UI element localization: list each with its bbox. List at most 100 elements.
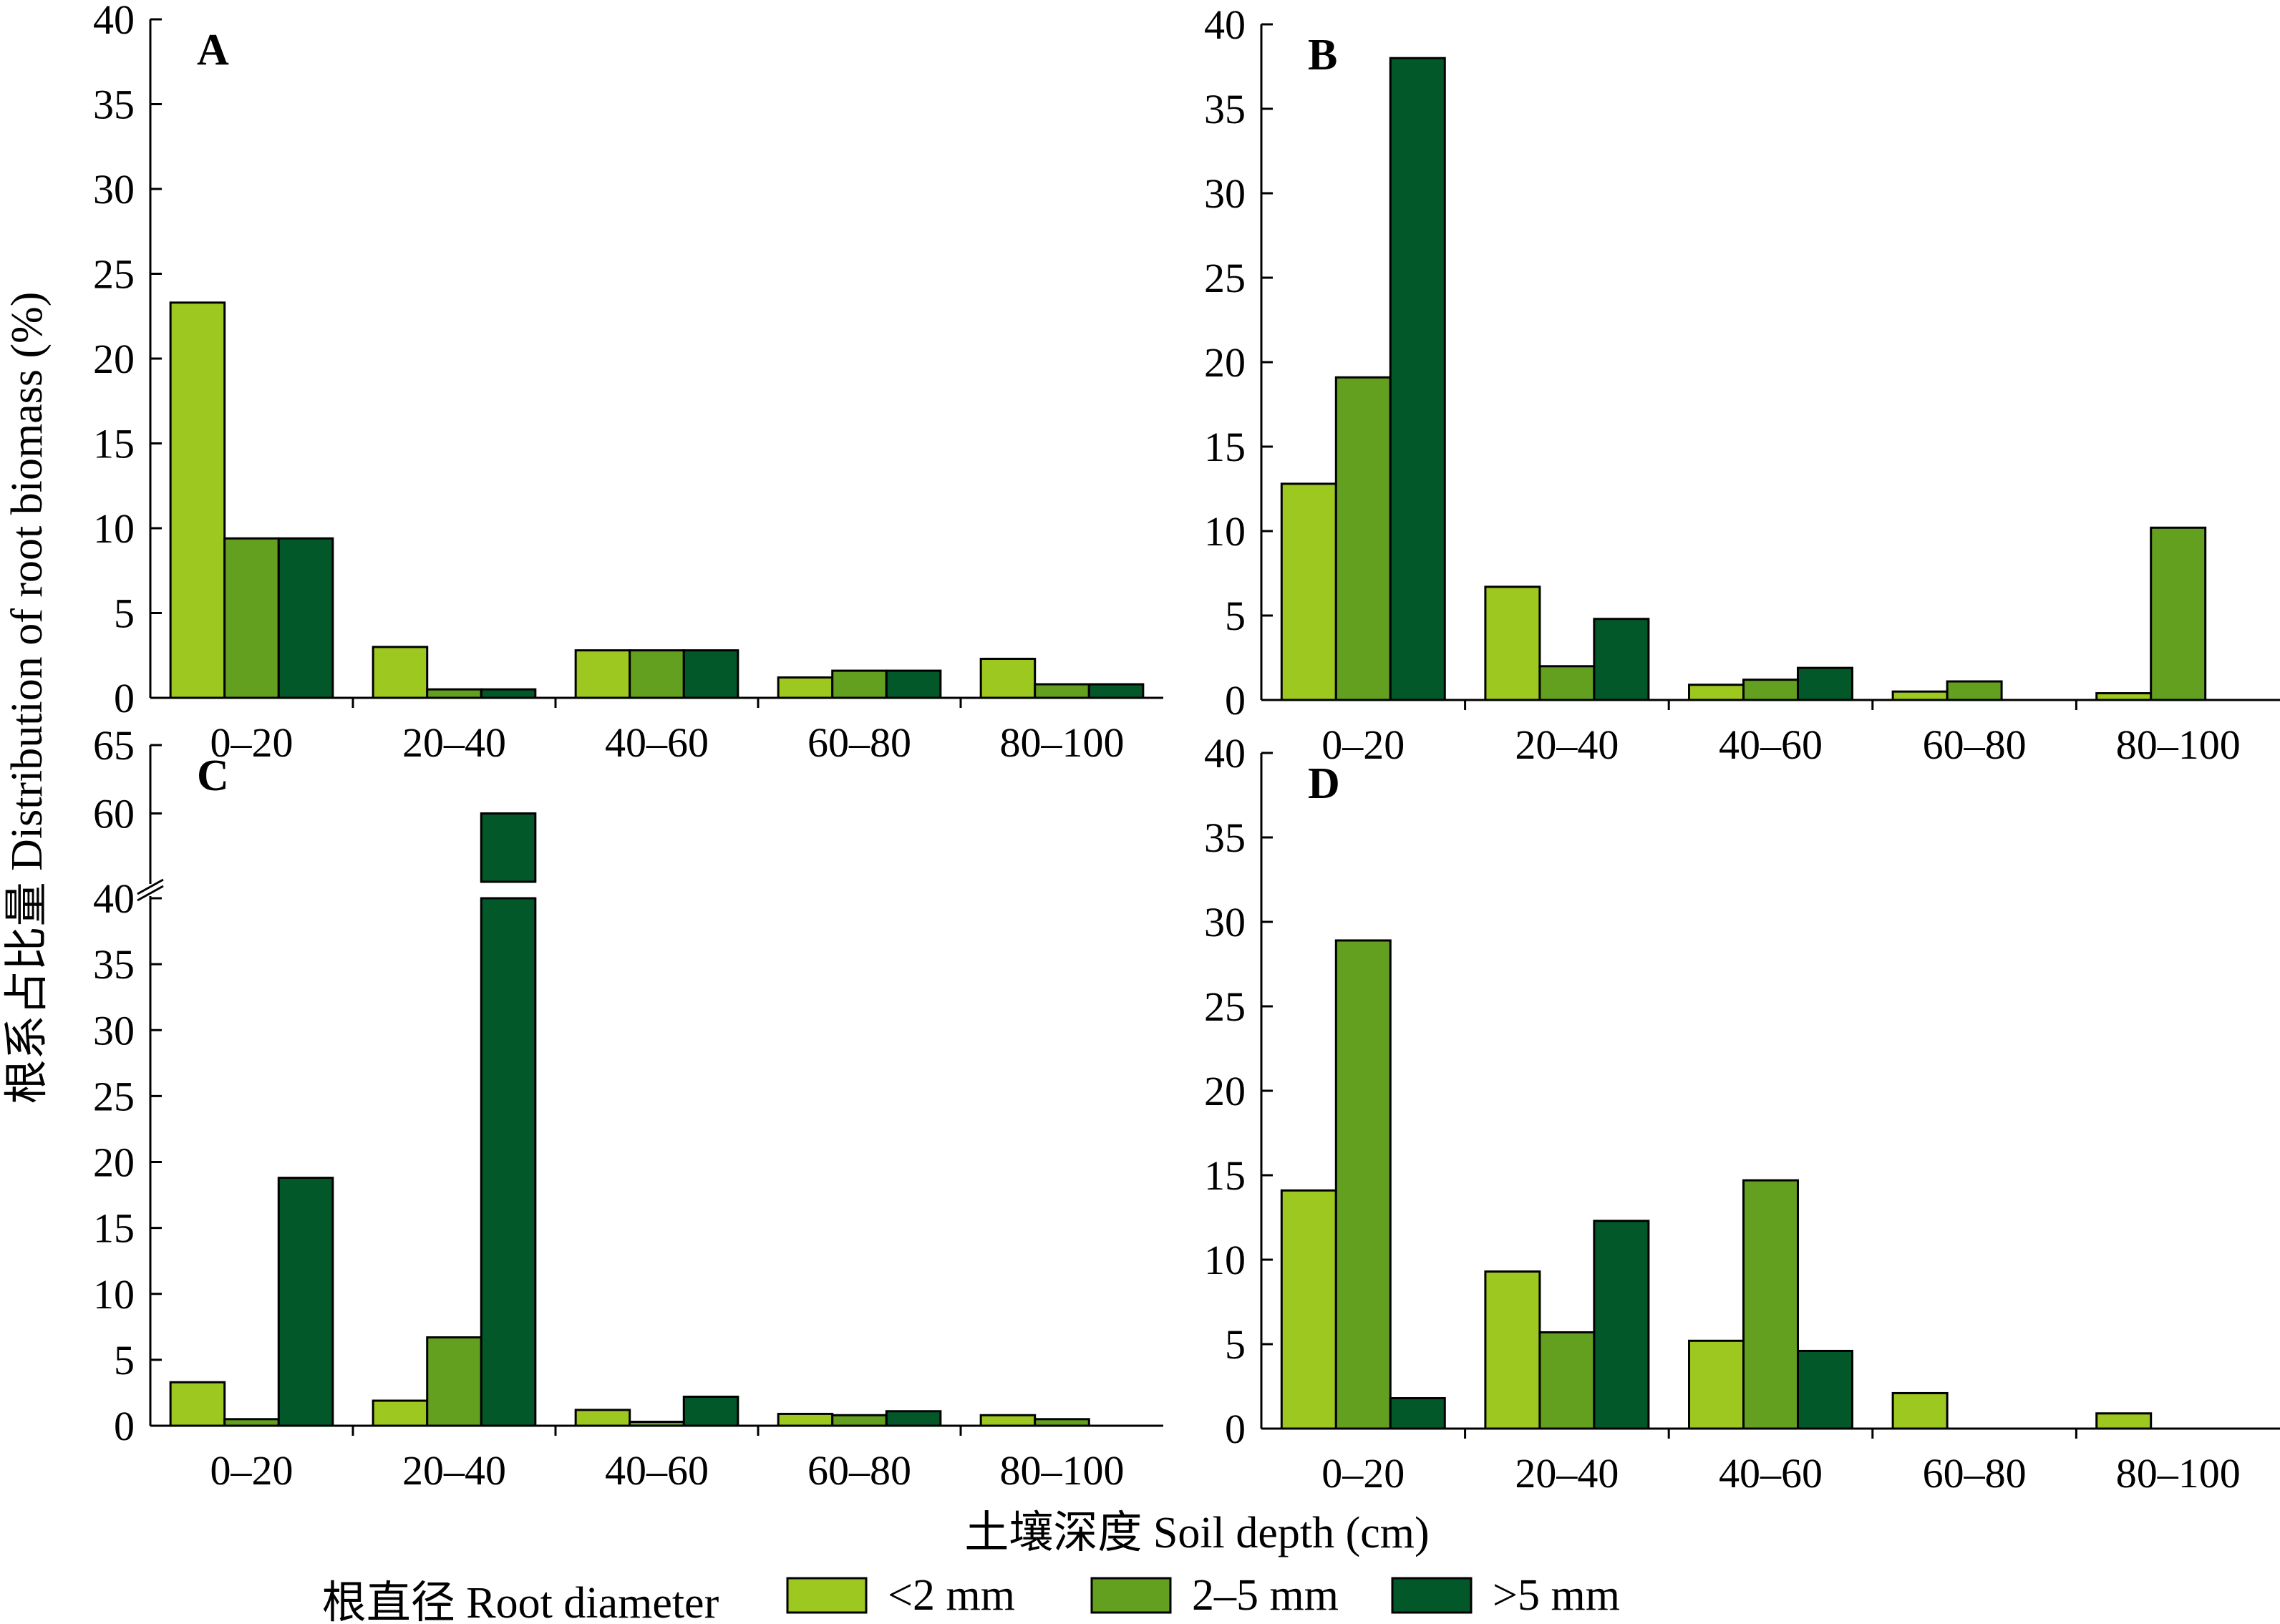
y-tick-label: 5 — [1225, 1321, 1246, 1368]
bar — [223, 1418, 280, 1427]
legend-item: 2–5 mm — [1090, 1571, 1339, 1620]
legend-items: <2 mm 2–5 mm >5 mm — [786, 1571, 1620, 1620]
legend-label: >5 mm — [1493, 1571, 1620, 1620]
x-tick-label: 80–100 — [1000, 719, 1125, 766]
y-tick-label: 15 — [1204, 424, 1246, 470]
legend-label: 2–5 mm — [1192, 1571, 1339, 1620]
bar — [1484, 1270, 1541, 1430]
legend: 根直径 Root diameter <2 mm 2–5 mm >5 mm — [322, 1571, 1620, 1624]
bar — [223, 537, 280, 699]
x-tick-label: 40–60 — [1719, 1450, 1823, 1497]
y-tick-label: 25 — [1204, 983, 1246, 1030]
x-tick-label: 80–100 — [2116, 1450, 2241, 1497]
legend-item: >5 mm — [1391, 1571, 1620, 1620]
bar — [2095, 692, 2153, 701]
bar — [629, 649, 685, 699]
y-tick-label: 20 — [93, 1139, 135, 1186]
x-tick-label: 60–80 — [807, 719, 911, 766]
bar — [1538, 1331, 1596, 1430]
bar — [777, 1412, 834, 1427]
panel-d: D 0 5 10 15 20 25 30 35 40 0–20 20–40 40–60 60–80 80–1… — [1204, 730, 2280, 1497]
y-tick-label: 10 — [93, 505, 135, 552]
bar — [682, 649, 739, 699]
bar — [372, 646, 429, 699]
y-tick-label: 25 — [1204, 255, 1246, 301]
bar — [1280, 482, 1337, 701]
panel-label: B — [1308, 31, 1337, 79]
bar — [2095, 1412, 2153, 1430]
y-tick-label: 0 — [1225, 677, 1246, 724]
bar — [372, 1399, 429, 1427]
bar — [1484, 585, 1541, 701]
x-tick-label: 20–40 — [1515, 1450, 1619, 1497]
bar — [1389, 57, 1446, 701]
y-tick-label: 0 — [114, 675, 135, 721]
y-tick-label: 30 — [93, 166, 135, 213]
bar — [169, 1381, 226, 1427]
bar — [777, 676, 834, 699]
y-tick-label: 30 — [1204, 899, 1246, 945]
legend-title: 根直径 Root diameter — [322, 1579, 719, 1624]
y-tick-label: 40 — [1204, 730, 1246, 777]
bar — [426, 1336, 482, 1427]
x-tick-label: 80–100 — [1000, 1447, 1125, 1494]
bar — [979, 657, 1037, 699]
legend-swatch — [1090, 1577, 1172, 1614]
bar — [480, 688, 537, 699]
x-tick-label: 20–40 — [402, 719, 506, 766]
y-tick-label: 10 — [1204, 508, 1246, 555]
y-tick-label: 10 — [93, 1271, 135, 1318]
y-tick-label: 20 — [93, 336, 135, 382]
y-tick-label: 35 — [1204, 815, 1246, 861]
axis-break-mark — [137, 878, 164, 902]
x-tick-label: 60–80 — [1923, 721, 2027, 768]
x-tick-label: 60–80 — [1923, 1450, 2027, 1497]
bar — [1334, 376, 1392, 701]
y-tick-label: 35 — [93, 941, 135, 988]
y-tick-label: 40 — [1204, 1, 1246, 48]
panels-group: A 0 5 10 15 20 25 30 35 40 0–20 20–40 40–60 60–80 80–1… — [93, 0, 2280, 1497]
bar — [277, 537, 334, 699]
y-tick-label: 60 — [93, 791, 135, 837]
bar — [574, 1409, 631, 1427]
y-tick-label: 10 — [1204, 1237, 1246, 1283]
x-tick-label: 0–20 — [1321, 721, 1405, 768]
bar — [1334, 939, 1392, 1430]
x-tick-label: 0–20 — [210, 1447, 294, 1494]
bar — [1538, 665, 1596, 701]
bar — [1688, 1339, 1745, 1430]
bar — [426, 688, 482, 699]
y-tick-label: 15 — [1204, 1152, 1246, 1199]
bar — [629, 1420, 685, 1427]
bar — [1593, 1220, 1650, 1430]
x-tick-label: 40–60 — [605, 1447, 709, 1494]
panel-label: A — [197, 26, 229, 74]
y-tick-label: 0 — [114, 1403, 135, 1449]
panel-c: C 0 5 10 15 20 25 30 35 40 60 65 0–20 20–40 40–60 60–80… — [93, 722, 1163, 1494]
y-tick-label: 15 — [93, 1205, 135, 1252]
legend-swatch — [1391, 1577, 1473, 1614]
x-tick-label: 40–60 — [605, 719, 709, 766]
bar — [1389, 1397, 1446, 1430]
y-tick-label: 0 — [1225, 1406, 1246, 1452]
bar — [574, 649, 631, 699]
bar — [1796, 666, 1853, 701]
y-tick-label: 5 — [114, 1337, 135, 1384]
y-tick-label: 65 — [93, 722, 135, 769]
legend-label: <2 mm — [888, 1571, 1015, 1620]
x-tick-label: 20–40 — [402, 1447, 506, 1494]
y-tick-label: 30 — [93, 1007, 135, 1054]
bar — [1593, 618, 1650, 701]
x-tick-label: 40–60 — [1719, 721, 1823, 768]
legend-item: <2 mm — [786, 1571, 1015, 1620]
panel-label: C — [197, 752, 229, 800]
bar — [1742, 1179, 1799, 1430]
bar — [169, 301, 226, 699]
y-tick-label: 40 — [93, 0, 135, 43]
y-tick-label: 20 — [1204, 1068, 1246, 1114]
bar — [1742, 679, 1799, 701]
bar-upper — [480, 812, 537, 883]
bar — [2150, 526, 2207, 701]
y-tick-label: 15 — [93, 421, 135, 467]
x-tick-label: 0–20 — [1321, 1450, 1405, 1497]
